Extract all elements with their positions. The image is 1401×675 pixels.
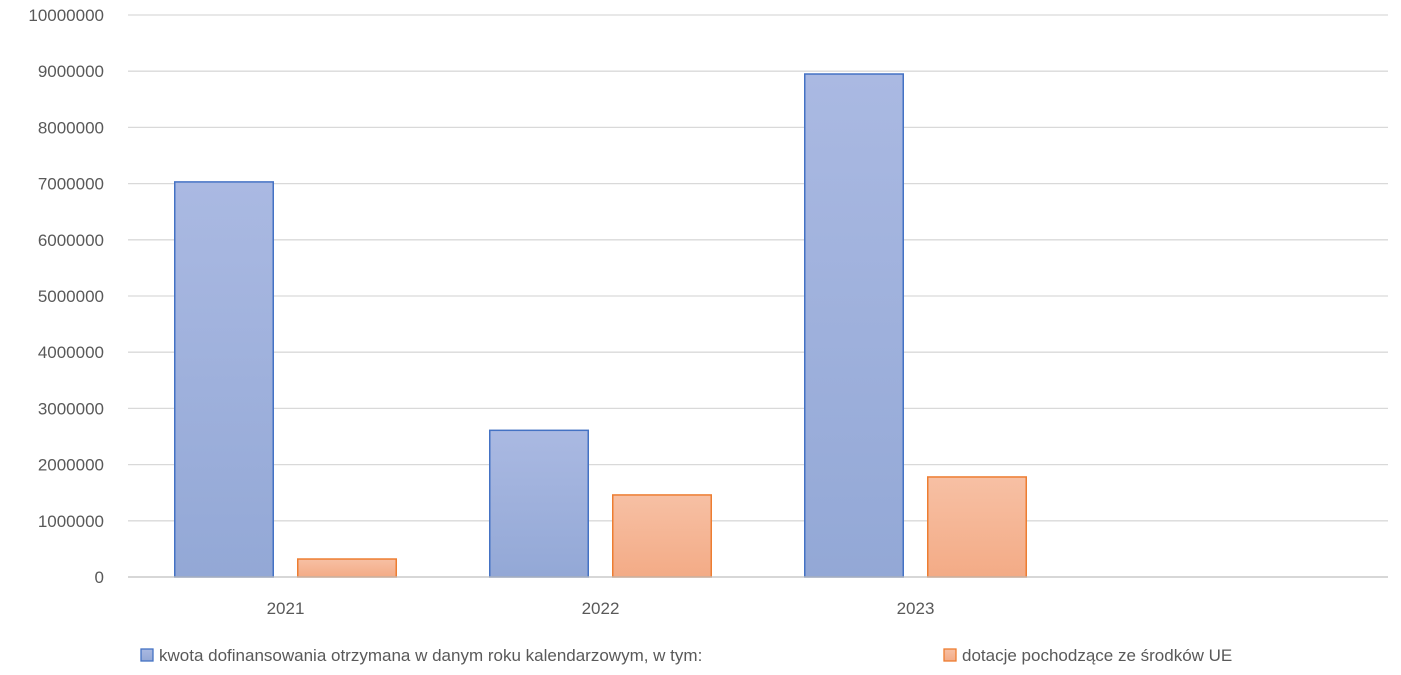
- y-axis-tick-labels: 0 1000000 2000000 3000000 4000000 5000000 6000…: [28, 6, 104, 587]
- y-tick-label: 6000000: [38, 231, 104, 250]
- legend-label: dotacje pochodzące ze środków UE: [962, 646, 1232, 665]
- x-tick-label: 2021: [267, 599, 305, 618]
- y-tick-label: 5000000: [38, 287, 104, 306]
- legend-item: kwota dofinansowania otrzymana w danym r…: [140, 646, 702, 665]
- x-tick-label: 2022: [582, 599, 620, 618]
- legend-swatch: [943, 648, 957, 662]
- gridlines: [128, 14, 1388, 522]
- x-axis-tick-labels: 2021 2022 2023: [267, 599, 935, 618]
- y-tick-label: 7000000: [38, 175, 104, 194]
- y-tick-label: 9000000: [38, 62, 104, 81]
- y-tick-label: 1000000: [38, 512, 104, 531]
- bar-2021-series-2: [297, 558, 397, 578]
- bars: [174, 73, 1027, 578]
- y-tick-label: 0: [95, 568, 104, 587]
- bar-2023-series-1: [804, 73, 904, 578]
- y-tick-label: 10000000: [28, 6, 104, 25]
- legend-label: kwota dofinansowania otrzymana w danym r…: [159, 646, 702, 665]
- legend-swatch: [140, 648, 154, 662]
- bar-2022-series-1: [489, 429, 589, 578]
- bar-2021-series-1: [174, 181, 274, 578]
- y-tick-label: 2000000: [38, 456, 104, 475]
- bar-2023-series-2: [927, 476, 1027, 578]
- y-tick-label: 3000000: [38, 399, 104, 418]
- x-tick-label: 2023: [897, 599, 935, 618]
- y-tick-label: 4000000: [38, 343, 104, 362]
- legend: kwota dofinansowania otrzymana w danym r…: [140, 646, 1232, 665]
- legend-item: dotacje pochodzące ze środków UE: [943, 646, 1232, 665]
- bar-2022-series-2: [612, 494, 712, 578]
- y-tick-label: 8000000: [38, 118, 104, 137]
